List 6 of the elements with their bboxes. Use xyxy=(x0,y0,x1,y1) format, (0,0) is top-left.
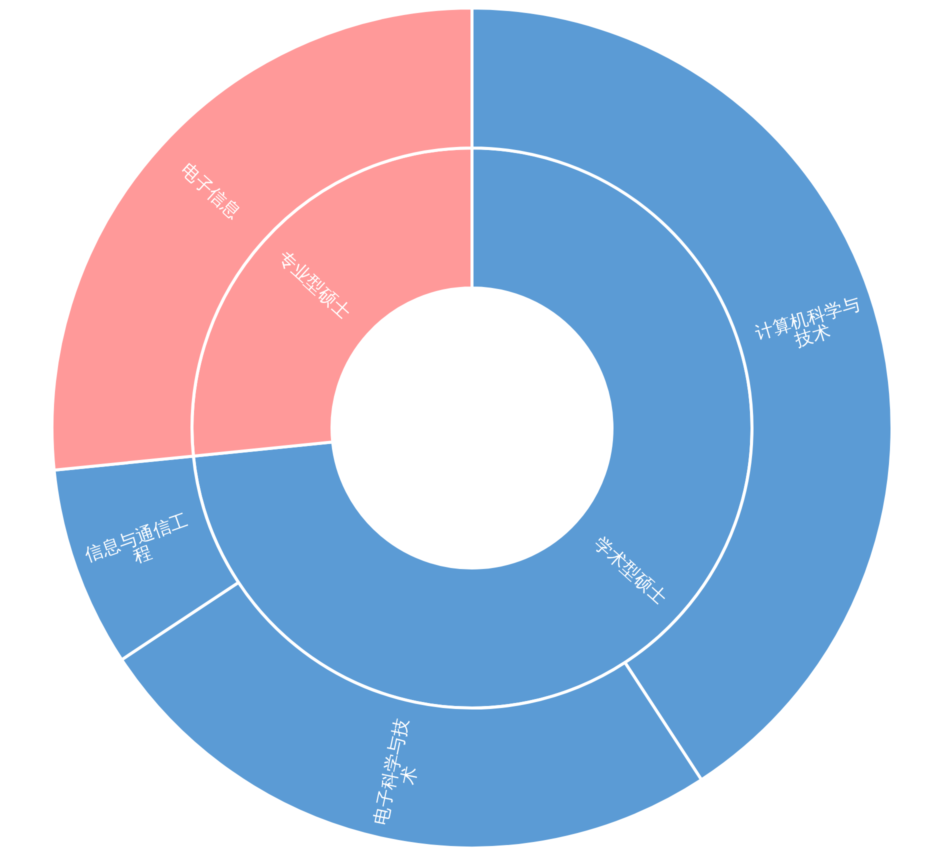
slice-label: 信息与通信工程 xyxy=(82,510,191,568)
slice-label: 专业型硕士 xyxy=(274,247,354,324)
slice-label: 计算机科学与技术 xyxy=(753,293,863,352)
slice-label: 学术型硕士 xyxy=(590,532,670,609)
slice-label: 电子信息 xyxy=(176,159,244,224)
slice-label: 电子科学与技术 xyxy=(370,716,422,827)
